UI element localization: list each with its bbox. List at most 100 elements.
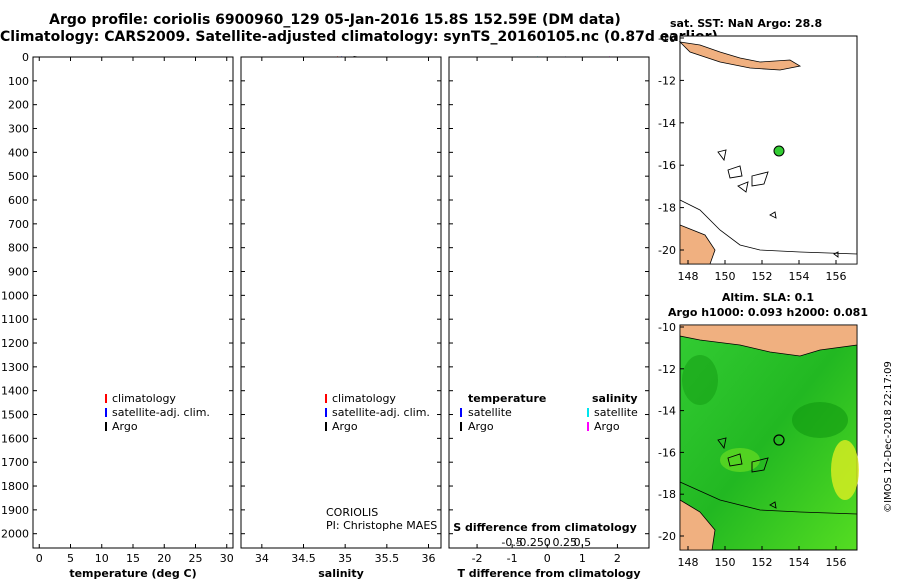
sla-map-xtick-label-3: 154 — [789, 556, 810, 569]
panel-annotation-0: CORIOLIS — [326, 506, 378, 519]
australia-coast — [679, 224, 716, 265]
shelf-contour — [679, 199, 858, 265]
imos-credit: ©IMOS 12-Dec-2018 22:17:09 — [883, 361, 894, 513]
sdiff-tick-label-0: -0.5 — [501, 536, 522, 549]
sst-map-xtick-label-3: 154 — [789, 270, 810, 283]
depth-tick-label-15: 1500 — [1, 409, 29, 422]
salinity-xtick-label-1: 34.5 — [291, 552, 316, 565]
sla-low-patch — [792, 402, 848, 438]
depth-tick-label-4: 400 — [8, 146, 29, 159]
plot-title-line2: Climatology: CARS2009. Satellite-adjuste… — [0, 29, 718, 45]
sst-map-ytick-label-4: -18 — [658, 202, 676, 215]
sla-high-patch-2 — [720, 448, 760, 472]
temperature-xtick-label-0: 0 — [36, 552, 43, 565]
temperature-xtick-label-4: 20 — [157, 552, 171, 565]
salinity-xtick-label-4: 36 — [422, 552, 436, 565]
temperature-legend-label-2: Argo — [112, 420, 138, 433]
difference-xtick-label-2: 0 — [544, 552, 551, 565]
sst-map-ytick-label-1: -12 — [658, 74, 676, 87]
salinity-legend-label-0: climatology — [332, 392, 396, 405]
salinity-xlabel: salinity — [318, 567, 364, 580]
sdiff-tick-label-3: 0.25 — [553, 536, 578, 549]
sla-map-xtick-label-4: 156 — [826, 556, 847, 569]
depth-tick-label-20: 2000 — [1, 528, 29, 541]
sst-map-xtick-label-1: 150 — [715, 270, 736, 283]
sla-map: Altim. SLA: 0.1 Argo h1000: 0.093 h2000:… — [668, 291, 894, 551]
sdiff-tick-label-2: 0 — [544, 536, 551, 549]
depth-tick-label-3: 300 — [8, 123, 29, 136]
sst-map-xtick-label-4: 156 — [826, 270, 847, 283]
shelf-contour-sla — [679, 481, 858, 515]
depth-tick-label-9: 900 — [8, 266, 29, 279]
panel-frame-temperature — [32, 56, 234, 549]
salinity-xtick-label-2: 35 — [338, 552, 352, 565]
sst-map-ytick-label-0: -10 — [658, 32, 676, 45]
salinity-xtick-label-0: 34 — [255, 552, 269, 565]
salinity-legend-label-2: Argo — [332, 420, 358, 433]
sst-map-xtick-label-2: 152 — [752, 270, 773, 283]
temperature-xtick-label-2: 10 — [95, 552, 109, 565]
depth-tick-label-7: 700 — [8, 218, 29, 231]
sla-map-ytick-label-4: -18 — [658, 488, 676, 501]
legend-sal-label-0: satellite — [594, 406, 638, 419]
depth-tick-label-10: 1000 — [1, 289, 29, 302]
temperature-xtick-label-1: 5 — [67, 552, 74, 565]
temperature-xtick-label-6: 30 — [220, 552, 234, 565]
sst-map-ytick-label-2: -14 — [658, 117, 676, 130]
sla-map-xtick-label-1: 150 — [715, 556, 736, 569]
sdiff-tick-label-1: -0.25 — [515, 536, 543, 549]
difference-xtick-label-0: -2 — [472, 552, 483, 565]
sla-low-patch-2 — [682, 355, 718, 405]
sla-high-patch — [831, 440, 859, 500]
sdiff-xlabel: S difference from climatology — [453, 521, 637, 534]
legend-sal-label-1: Argo — [594, 420, 620, 433]
sla-map-ytick-label-3: -16 — [658, 446, 676, 459]
difference-xtick-label-3: 1 — [579, 552, 586, 565]
sla-map-title: Altim. SLA: 0.1 — [722, 291, 814, 304]
panel-frame-salinity — [240, 56, 442, 549]
depth-tick-label-14: 1400 — [1, 385, 29, 398]
sst-map-title: sat. SST: NaN Argo: 28.8 — [670, 17, 822, 30]
reef-contours — [717, 149, 839, 258]
legend-salinity-title: salinity — [592, 392, 638, 405]
depth-tick-label-11: 1100 — [1, 313, 29, 326]
reef-contours-sla — [717, 437, 777, 509]
sst-map: sat. SST: NaN Argo: 28.8 — [670, 17, 858, 265]
difference-xlabel: T difference from climatology — [457, 567, 640, 580]
depth-tick-label-5: 500 — [8, 170, 29, 183]
temperature-xlabel: temperature (deg C) — [69, 567, 196, 580]
sla-map-xtick-label-2: 152 — [752, 556, 773, 569]
sla-map-subtitle: Argo h1000: 0.093 h2000: 0.081 — [668, 306, 868, 319]
legend-temp-label-0: satellite — [468, 406, 512, 419]
depth-tick-label-1: 100 — [8, 75, 29, 88]
salinity-legend-label-1: satellite-adj. clim. — [332, 406, 430, 419]
depth-tick-label-16: 1600 — [1, 432, 29, 445]
sdiff-tick-label-4: 0.5 — [574, 536, 592, 549]
temperature-legend-label-0: climatology — [112, 392, 176, 405]
plot-title-line1: Argo profile: coriolis 6900960_129 05-Ja… — [49, 12, 621, 28]
temperature-xtick-label-5: 25 — [189, 552, 203, 565]
difference-xtick-label-4: 2 — [614, 552, 621, 565]
argo-location-marker-sla — [773, 434, 785, 446]
depth-tick-label-2: 200 — [8, 99, 29, 112]
sla-map-ytick-label-5: -20 — [658, 530, 676, 543]
temperature-xtick-label-3: 15 — [126, 552, 140, 565]
sst-map-ytick-label-3: -16 — [658, 159, 676, 172]
sst-map-xtick-label-0: 148 — [678, 270, 699, 283]
depth-tick-label-8: 800 — [8, 242, 29, 255]
depth-tick-label-6: 600 — [8, 194, 29, 207]
depth-tick-label-19: 1900 — [1, 504, 29, 517]
temperature-legend-label-1: satellite-adj. clim. — [112, 406, 210, 419]
panel-frame-difference — [448, 56, 650, 549]
legend-temp-label-1: Argo — [468, 420, 494, 433]
sla-map-ytick-label-1: -12 — [658, 363, 676, 376]
sst-map-ytick-label-5: -20 — [658, 244, 676, 257]
png-coast-sla — [679, 324, 858, 357]
depth-tick-label-12: 1200 — [1, 337, 29, 350]
sla-map-xtick-label-0: 148 — [678, 556, 699, 569]
sla-map-ytick-label-0: -10 — [658, 321, 676, 334]
panel-annotation-1: PI: Christophe MAES — [326, 519, 437, 532]
difference-xtick-label-1: -1 — [507, 552, 518, 565]
salinity-xtick-label-3: 35.5 — [375, 552, 400, 565]
